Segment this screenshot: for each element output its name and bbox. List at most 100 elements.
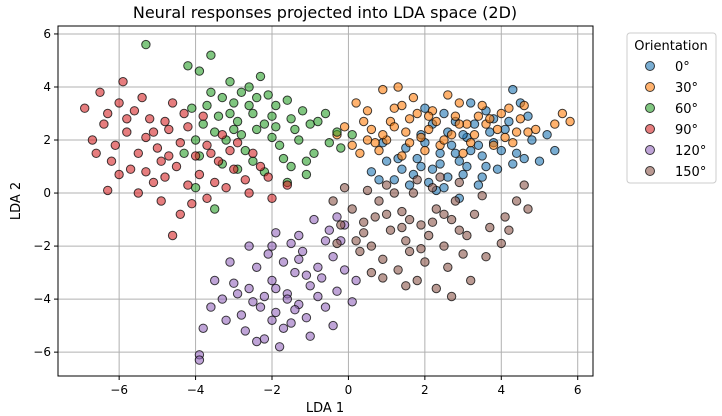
data-point bbox=[267, 241, 277, 251]
data-point bbox=[473, 111, 484, 121]
data-point bbox=[565, 116, 575, 127]
data-point bbox=[87, 135, 98, 145]
data-point bbox=[381, 180, 392, 190]
data-point bbox=[103, 108, 113, 119]
data-point bbox=[194, 66, 205, 76]
data-point bbox=[462, 230, 472, 241]
data-point bbox=[133, 188, 144, 198]
data-point bbox=[213, 156, 224, 166]
data-point bbox=[99, 119, 109, 129]
data-point bbox=[439, 135, 449, 145]
y-tick-label: 0 bbox=[43, 186, 51, 200]
data-point bbox=[267, 193, 277, 204]
data-point bbox=[454, 177, 464, 188]
y-tick-label: 2 bbox=[43, 133, 51, 147]
legend-marker bbox=[645, 145, 655, 155]
data-point bbox=[244, 241, 254, 251]
data-point bbox=[397, 100, 407, 111]
data-point bbox=[427, 217, 438, 227]
data-point bbox=[389, 122, 399, 132]
data-point bbox=[252, 124, 262, 135]
data-point bbox=[297, 246, 308, 257]
data-point bbox=[114, 98, 124, 108]
data-point bbox=[198, 111, 208, 121]
data-point bbox=[420, 257, 430, 267]
data-point bbox=[255, 302, 266, 312]
data-point bbox=[202, 193, 212, 204]
data-point bbox=[339, 183, 350, 193]
data-point bbox=[504, 225, 514, 235]
data-point bbox=[397, 206, 407, 217]
data-point bbox=[424, 124, 434, 135]
data-point bbox=[378, 254, 388, 264]
data-point bbox=[401, 281, 411, 291]
data-point bbox=[374, 145, 384, 156]
data-point bbox=[439, 108, 449, 119]
data-point bbox=[137, 92, 147, 103]
data-point bbox=[210, 204, 220, 214]
data-point bbox=[378, 130, 388, 140]
data-point bbox=[443, 262, 453, 272]
x-tick-label: −4 bbox=[187, 383, 205, 397]
legend-box bbox=[626, 32, 717, 184]
x-tick-label: −6 bbox=[110, 383, 128, 397]
data-point bbox=[183, 122, 193, 132]
data-point bbox=[362, 185, 373, 196]
legend-label: 30° bbox=[675, 81, 698, 96]
data-point bbox=[381, 156, 392, 166]
data-point bbox=[339, 265, 350, 275]
data-point bbox=[187, 199, 197, 209]
data-point bbox=[462, 161, 472, 172]
data-point bbox=[190, 183, 201, 193]
data-point bbox=[466, 138, 476, 148]
data-point bbox=[313, 262, 323, 272]
x-tick-label: 6 bbox=[574, 383, 582, 397]
data-point bbox=[332, 238, 342, 249]
data-point bbox=[370, 212, 380, 222]
data-point bbox=[148, 177, 159, 188]
data-point bbox=[439, 209, 449, 220]
data-point bbox=[313, 116, 323, 127]
data-point bbox=[206, 50, 216, 60]
data-point bbox=[550, 119, 560, 129]
legend-marker bbox=[645, 82, 655, 92]
y-tick-label: −6 bbox=[33, 345, 51, 359]
data-point bbox=[309, 148, 319, 159]
data-point bbox=[129, 106, 140, 116]
data-point bbox=[378, 273, 388, 283]
x-tick-label: 0 bbox=[345, 383, 353, 397]
data-point bbox=[366, 167, 377, 177]
data-point bbox=[359, 116, 369, 127]
data-point bbox=[355, 246, 365, 257]
data-point bbox=[477, 191, 487, 201]
data-point bbox=[351, 98, 361, 108]
data-point bbox=[404, 114, 415, 124]
data-point bbox=[492, 164, 503, 174]
data-point bbox=[202, 100, 212, 111]
data-point bbox=[225, 145, 235, 156]
data-point bbox=[454, 119, 464, 129]
data-point bbox=[229, 278, 239, 288]
axis-ticks: −6 −4 −2 0 2 4 6 −6 −4 −2 0 2 4 6 bbox=[33, 27, 581, 397]
data-point bbox=[416, 244, 426, 254]
data-point bbox=[175, 138, 186, 148]
data-point bbox=[282, 180, 292, 190]
data-point bbox=[328, 320, 338, 331]
data-point bbox=[282, 294, 292, 304]
data-point bbox=[301, 313, 312, 323]
data-point bbox=[305, 119, 315, 129]
chart-title: Neural responses projected into LDA spac… bbox=[133, 3, 517, 22]
data-point bbox=[427, 164, 438, 174]
data-point bbox=[271, 100, 281, 111]
data-point bbox=[240, 175, 251, 185]
data-point bbox=[458, 169, 468, 180]
data-point bbox=[496, 108, 506, 119]
data-point bbox=[156, 156, 166, 166]
data-point bbox=[320, 236, 331, 246]
data-point bbox=[190, 151, 201, 161]
data-point bbox=[420, 145, 430, 156]
data-point bbox=[496, 238, 506, 249]
data-points bbox=[80, 39, 575, 365]
data-point bbox=[232, 138, 243, 148]
series-group bbox=[194, 212, 361, 365]
